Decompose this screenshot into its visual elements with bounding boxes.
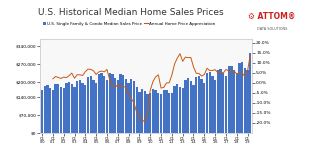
Bar <box>163 90 165 133</box>
Bar <box>222 73 225 133</box>
Bar <box>241 62 243 133</box>
Bar <box>236 73 238 133</box>
Bar <box>44 86 46 133</box>
Bar <box>122 75 124 133</box>
Bar <box>68 82 70 133</box>
Text: ⚙ ATTOM®: ⚙ ATTOM® <box>248 12 296 21</box>
Bar <box>225 76 227 133</box>
Bar <box>179 87 181 133</box>
Bar <box>217 70 219 133</box>
Bar <box>109 73 111 133</box>
Bar <box>238 63 241 133</box>
Bar <box>168 93 170 133</box>
Bar <box>155 90 157 133</box>
Bar <box>233 70 235 133</box>
Bar <box>192 85 195 133</box>
Bar <box>146 94 149 133</box>
Bar <box>41 90 43 133</box>
Text: DATA SOLUTIONS: DATA SOLUTIONS <box>257 27 287 31</box>
Bar <box>209 72 211 133</box>
Bar <box>90 76 92 133</box>
Bar <box>136 87 138 133</box>
Bar <box>98 74 100 133</box>
Bar <box>176 84 179 133</box>
Bar <box>219 69 222 133</box>
Bar <box>71 84 73 133</box>
Bar <box>111 74 114 133</box>
Bar <box>230 66 233 133</box>
Bar <box>228 66 230 133</box>
Bar <box>92 80 95 133</box>
Bar <box>144 91 146 133</box>
Bar <box>201 79 203 133</box>
Bar <box>52 90 54 133</box>
Bar <box>128 83 130 133</box>
Bar <box>49 88 51 133</box>
Bar <box>60 87 62 133</box>
Bar <box>171 93 173 133</box>
Bar <box>54 84 57 133</box>
Bar <box>119 74 122 133</box>
Bar <box>160 94 162 133</box>
Bar <box>79 80 81 133</box>
Legend: U.S. Single Family & Condo Median Sales Price, Annual Home Price Appreciation: U.S. Single Family & Condo Median Sales … <box>43 22 215 26</box>
Bar <box>125 79 127 133</box>
Bar <box>65 83 67 133</box>
Bar <box>249 53 251 133</box>
Bar <box>157 93 160 133</box>
Bar <box>187 78 189 133</box>
Bar <box>84 85 86 133</box>
Bar <box>130 79 132 133</box>
Bar <box>81 83 84 133</box>
Bar <box>100 73 103 133</box>
Bar <box>165 90 168 133</box>
Bar <box>203 83 206 133</box>
Bar <box>214 80 216 133</box>
Bar <box>149 93 151 133</box>
Bar <box>133 81 135 133</box>
Bar <box>244 68 246 133</box>
Bar <box>63 88 65 133</box>
Bar <box>95 83 97 133</box>
Bar <box>57 84 59 133</box>
Bar <box>87 77 89 133</box>
Bar <box>246 70 249 133</box>
Bar <box>174 86 176 133</box>
Text: U.S. Historical Median Home Sales Prices: U.S. Historical Median Home Sales Prices <box>38 8 223 17</box>
Bar <box>211 76 214 133</box>
Bar <box>117 80 119 133</box>
Bar <box>198 76 200 133</box>
Bar <box>114 78 116 133</box>
Bar <box>138 92 141 133</box>
Bar <box>103 76 105 133</box>
Bar <box>206 73 208 133</box>
Bar <box>190 81 192 133</box>
Bar <box>182 88 184 133</box>
Bar <box>106 80 108 133</box>
Bar <box>195 77 197 133</box>
Bar <box>46 85 49 133</box>
Bar <box>76 81 78 133</box>
Bar <box>141 89 143 133</box>
Bar <box>152 89 154 133</box>
Bar <box>184 80 187 133</box>
Bar <box>73 87 76 133</box>
